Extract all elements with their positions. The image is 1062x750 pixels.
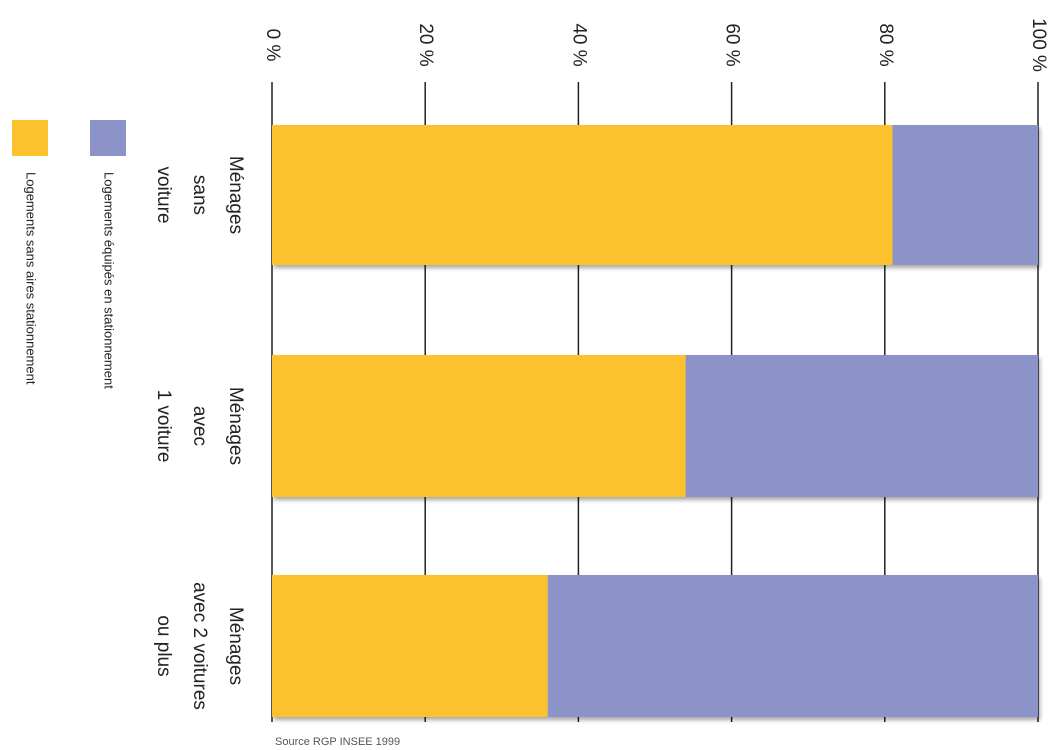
bar-segment — [892, 125, 1038, 265]
category-label: avec 2 voitures — [189, 582, 210, 710]
x-tick-label: 80 % — [875, 23, 896, 66]
bar-segment — [685, 355, 1038, 497]
x-tick-label: 60 % — [722, 23, 743, 66]
x-tick-label: 20 % — [415, 23, 436, 66]
legend-swatch — [12, 120, 48, 156]
category-label: voiture — [153, 166, 174, 223]
bar-segment — [272, 355, 686, 497]
bar-group — [272, 575, 1038, 717]
category-label: Ménages — [225, 607, 246, 685]
bar-group — [272, 355, 1038, 497]
legend-label: Logements équipés en stationnement — [102, 172, 117, 389]
bar-segment — [272, 125, 893, 265]
x-tick-label: 40 % — [568, 23, 589, 66]
category-label: ou plus — [153, 615, 174, 676]
category-label: Ménages — [225, 156, 246, 234]
category-label: avec — [189, 406, 210, 446]
category-label: sans — [189, 175, 210, 215]
x-tick-label: 100 % — [1028, 18, 1049, 72]
category-label: 1 voiture — [153, 390, 174, 463]
bar-group — [272, 125, 1038, 265]
bar-segment — [547, 575, 1038, 717]
x-tick-label: 0 % — [262, 29, 283, 62]
legend-swatch — [90, 120, 126, 156]
source: Source RGP INSEE 1999 — [275, 736, 400, 748]
category-label: Ménages — [225, 387, 246, 465]
bar-segment — [272, 575, 548, 717]
legend-label: Logements sans aires stationnement — [24, 172, 39, 385]
